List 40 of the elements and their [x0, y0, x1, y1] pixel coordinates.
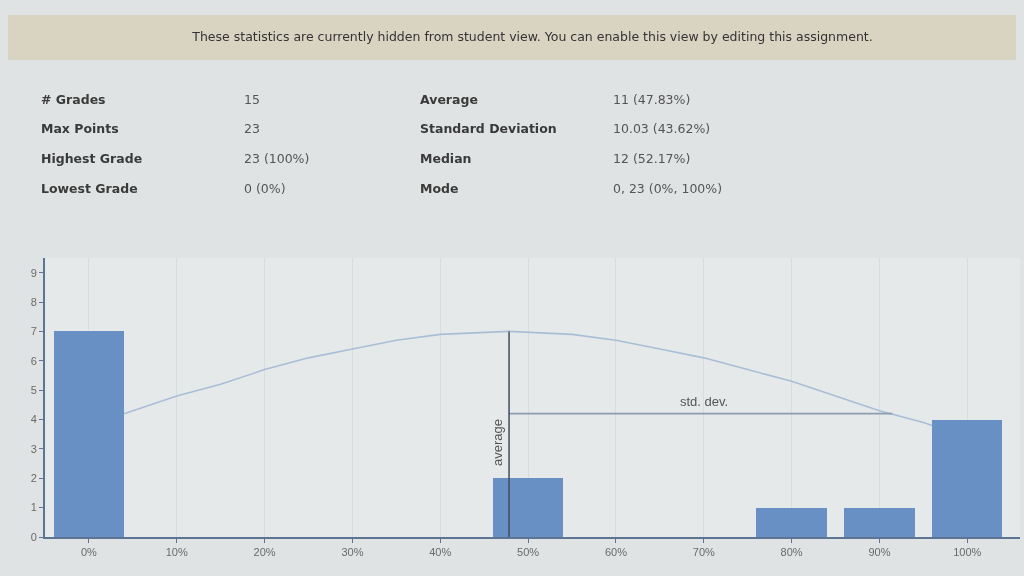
- y-tick-label: 6: [30, 354, 37, 367]
- text: 23 (100%): [244, 151, 310, 166]
- y-tick-label: 1: [30, 501, 37, 514]
- y-tick-label: 9: [30, 266, 37, 279]
- text: 11 (47.83%): [613, 92, 691, 107]
- text: 15: [244, 92, 260, 107]
- x-tick-label: 30%: [341, 546, 364, 559]
- x-tick-label: 90%: [868, 546, 891, 559]
- text: 0 (0%): [244, 181, 286, 196]
- x-tick-label: 20%: [253, 546, 276, 559]
- chart-title: These statistics are currently hidden from student view. You can enable this view by editing this assignment.: [191, 29, 873, 45]
- text: 23: [244, 121, 260, 136]
- y-tick-label: 3: [30, 442, 37, 455]
- x-tick-label: 0%: [80, 546, 98, 559]
- text: 10.03 (43.62%): [613, 121, 711, 136]
- text: 0, 23 (0%, 100%): [613, 181, 723, 196]
- x-tick-label: 40%: [429, 546, 452, 559]
- x-tick-label: 80%: [780, 546, 803, 559]
- x-tick-label: 70%: [692, 546, 715, 559]
- x-tick-label: 60%: [604, 546, 628, 559]
- text: Mode: [420, 181, 459, 196]
- y-tick-label: 7: [30, 325, 37, 338]
- y-tick-label: 5: [30, 384, 37, 397]
- y-tick-label: 8: [30, 295, 37, 308]
- y-tick-label: 4: [30, 413, 37, 426]
- y-tick-label: 2: [30, 472, 37, 485]
- text: Max Points: [41, 121, 119, 136]
- text: Average: [420, 92, 478, 107]
- text: 12 (52.17%): [613, 151, 691, 166]
- ref-line-label: average: [490, 419, 506, 466]
- text: Standard Deviation: [420, 121, 557, 136]
- x-tick-label: 100%: [953, 546, 982, 559]
- text: # Grades: [41, 92, 106, 107]
- text: Median: [420, 151, 472, 166]
- x-tick-label: 50%: [517, 546, 540, 559]
- annotation: std. dev.: [680, 394, 729, 409]
- y-tick-label: 0: [30, 530, 37, 543]
- text: Highest Grade: [41, 151, 143, 166]
- text: Lowest Grade: [41, 181, 138, 196]
- x-tick-label: 10%: [165, 546, 188, 559]
